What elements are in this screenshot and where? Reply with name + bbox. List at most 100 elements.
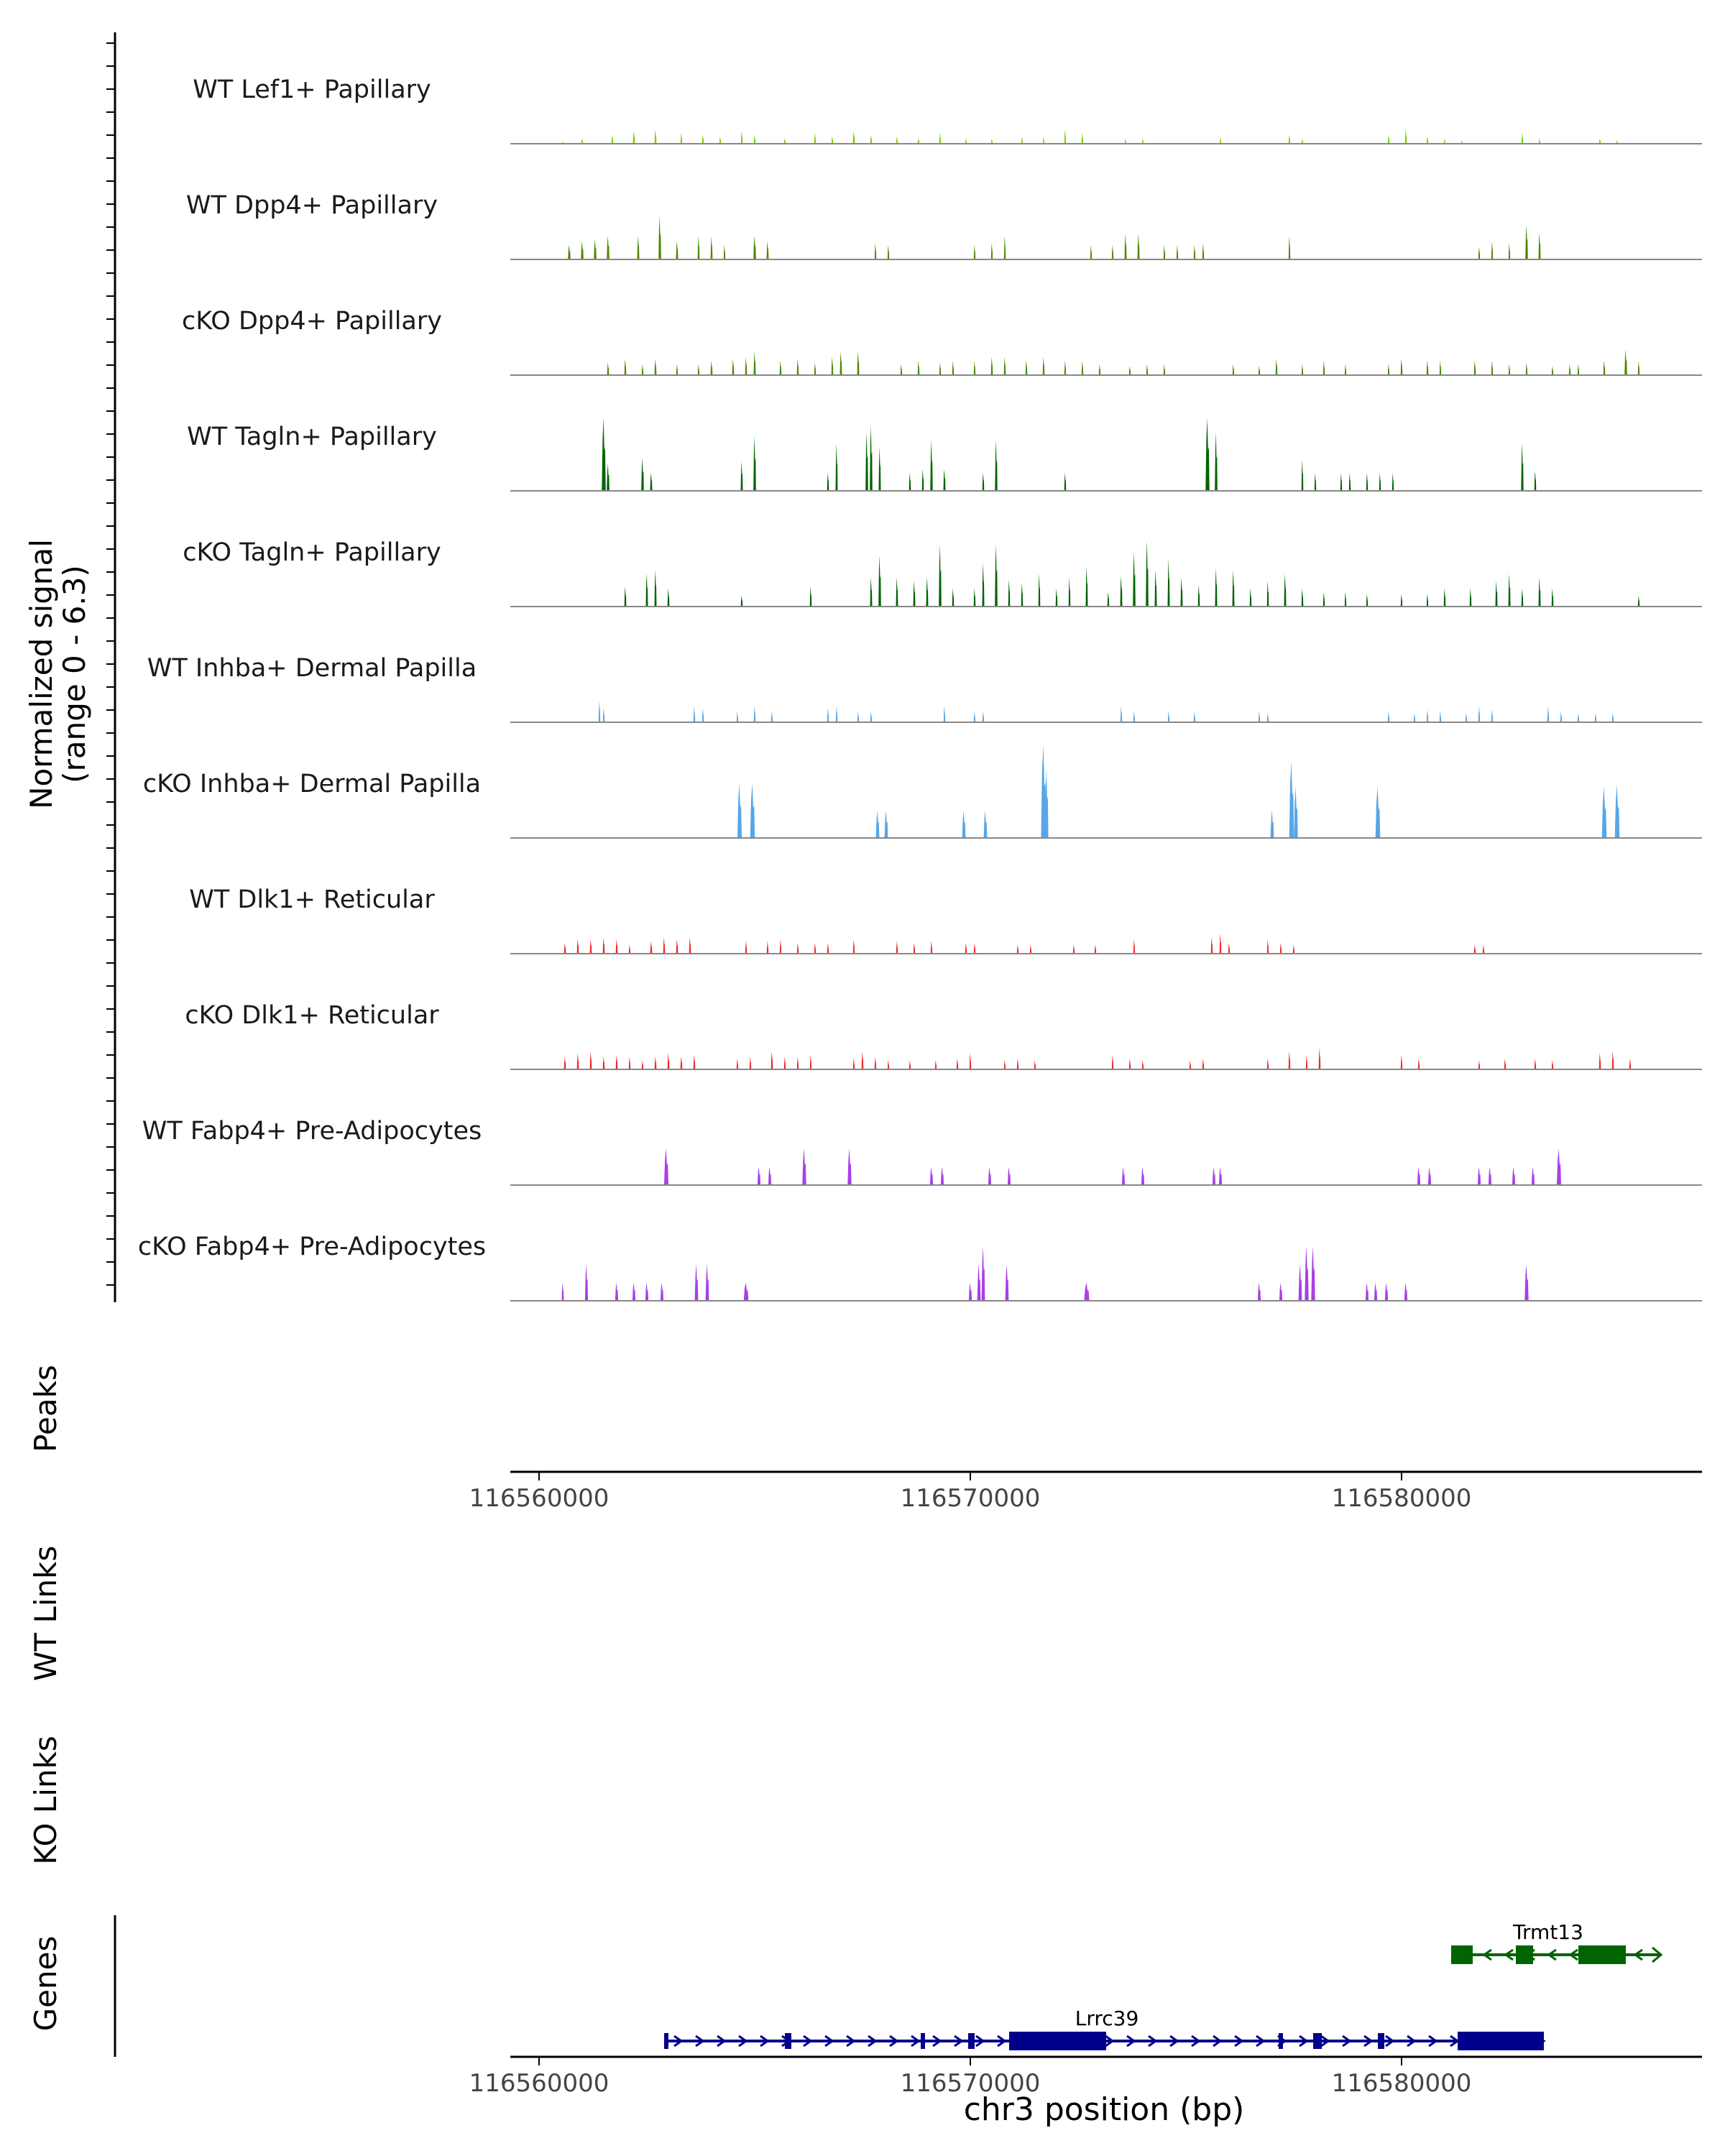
signal-peak bbox=[1601, 786, 1607, 838]
signal-peak bbox=[654, 1056, 657, 1069]
signal-peak bbox=[1212, 1166, 1216, 1185]
signal-peak bbox=[1439, 360, 1442, 375]
signal-peak bbox=[1473, 360, 1476, 375]
signal-peak bbox=[1016, 1058, 1019, 1069]
signal-peak bbox=[607, 362, 610, 375]
signal-peak bbox=[1478, 706, 1481, 722]
signal-peak bbox=[1387, 711, 1390, 722]
signal-peak bbox=[1038, 573, 1041, 607]
y-title-line: (range 0 - 6.3) bbox=[57, 565, 92, 783]
signal-peak bbox=[660, 1282, 664, 1301]
signal-peak bbox=[1068, 577, 1071, 607]
signal-peak bbox=[1167, 559, 1170, 607]
track-wt-lef1-papillary: WT Lef1+ Papillary bbox=[193, 75, 1702, 144]
signal-peak bbox=[611, 134, 614, 144]
signal-peak bbox=[1044, 768, 1049, 838]
signal-peak bbox=[857, 711, 860, 722]
signal-peak bbox=[852, 939, 855, 954]
signal-peak bbox=[676, 364, 678, 375]
strand-arrow bbox=[1169, 2035, 1179, 2047]
signal-peak bbox=[870, 425, 873, 491]
signal-peak bbox=[1379, 472, 1381, 491]
signal-peak bbox=[1275, 359, 1278, 375]
signal-peak bbox=[750, 783, 755, 838]
signal-peak bbox=[831, 356, 834, 375]
signal-peak bbox=[1365, 1282, 1369, 1301]
signal-peak bbox=[1128, 1058, 1131, 1069]
signal-peak bbox=[1426, 136, 1429, 144]
strand-arrow bbox=[846, 2035, 856, 2047]
signal-peak bbox=[719, 136, 722, 144]
strand-arrow bbox=[911, 2035, 921, 2047]
signal-peak bbox=[1197, 584, 1200, 607]
signal-peak bbox=[1512, 1166, 1516, 1185]
signal-peak bbox=[1557, 1148, 1561, 1185]
signal-peak bbox=[745, 941, 748, 954]
signal-peak bbox=[887, 244, 890, 259]
signal-peak bbox=[1551, 588, 1554, 607]
signal-peak bbox=[1228, 942, 1230, 954]
signal-peak bbox=[1384, 1282, 1389, 1301]
signal-peak bbox=[1534, 1058, 1537, 1069]
signal-peak bbox=[1495, 581, 1498, 607]
signal-peak bbox=[1488, 1166, 1492, 1185]
signal-peak bbox=[956, 1058, 959, 1069]
signal-peak bbox=[1163, 364, 1166, 375]
signal-peak bbox=[1081, 360, 1084, 375]
signal-peak bbox=[952, 360, 954, 375]
strand-arrow bbox=[1105, 2035, 1115, 2047]
signal-peak bbox=[827, 942, 829, 954]
strand-arrow bbox=[1407, 2035, 1417, 2047]
gene-exon bbox=[785, 2033, 791, 2049]
gene-lrrc39: Lrrc39 bbox=[664, 2007, 1546, 2050]
signal-peak bbox=[1266, 1058, 1269, 1069]
signal-peak bbox=[1258, 711, 1261, 722]
signal-peak bbox=[796, 1056, 799, 1069]
signal-peak bbox=[663, 937, 666, 954]
signal-peak bbox=[1305, 1054, 1308, 1069]
signal-peak bbox=[1426, 709, 1429, 722]
signal-peak bbox=[965, 942, 967, 954]
signal-peak bbox=[1426, 594, 1429, 607]
signal-peak bbox=[1301, 588, 1304, 607]
signal-peak bbox=[779, 939, 782, 954]
signal-peak bbox=[1215, 568, 1218, 607]
signal-peak bbox=[1551, 366, 1554, 375]
strand-arrow bbox=[1385, 2035, 1395, 2047]
signal-peak bbox=[1624, 349, 1627, 375]
strand-arrow bbox=[1342, 2035, 1352, 2047]
signal-peak bbox=[1525, 362, 1528, 375]
gene-exon bbox=[1009, 2032, 1106, 2050]
signal-peak bbox=[990, 356, 993, 375]
signal-peak bbox=[1133, 551, 1136, 607]
signal-peak bbox=[783, 138, 786, 144]
signal-peak bbox=[831, 136, 834, 144]
track-label: WT Tagln+ Papillary bbox=[187, 423, 437, 451]
gene-exon bbox=[1313, 2033, 1322, 2049]
signal-peak bbox=[1344, 364, 1347, 375]
signal-peak bbox=[1146, 540, 1149, 607]
signal-peak bbox=[939, 544, 942, 607]
signal-peak bbox=[1318, 1047, 1321, 1069]
signal-peak bbox=[1392, 472, 1394, 491]
signal-peak bbox=[939, 362, 942, 375]
signal-peak bbox=[1491, 241, 1494, 259]
signal-peak bbox=[977, 1264, 981, 1301]
genes-panel-label: Genes bbox=[28, 1936, 63, 2032]
signal-peak bbox=[1279, 942, 1282, 954]
track-cko-inhba-dermal-papilla: cKO Inhba+ Dermal Papilla bbox=[143, 745, 1702, 839]
signal-peak bbox=[1598, 1053, 1601, 1069]
signal-peak bbox=[852, 1058, 855, 1069]
signal-peak bbox=[710, 360, 713, 375]
signal-peak bbox=[908, 472, 911, 491]
signal-peak bbox=[641, 1060, 644, 1069]
signal-peak bbox=[1614, 785, 1620, 838]
signal-peak bbox=[768, 1166, 772, 1185]
signal-peak bbox=[710, 236, 713, 259]
signal-peak bbox=[926, 577, 929, 607]
signal-peak bbox=[598, 700, 601, 722]
strand-arrow bbox=[824, 2035, 834, 2047]
x-axis-title: chr3 position (bp) bbox=[964, 2091, 1245, 2128]
signal-peak bbox=[1314, 472, 1317, 491]
signal-peak bbox=[1266, 581, 1269, 607]
